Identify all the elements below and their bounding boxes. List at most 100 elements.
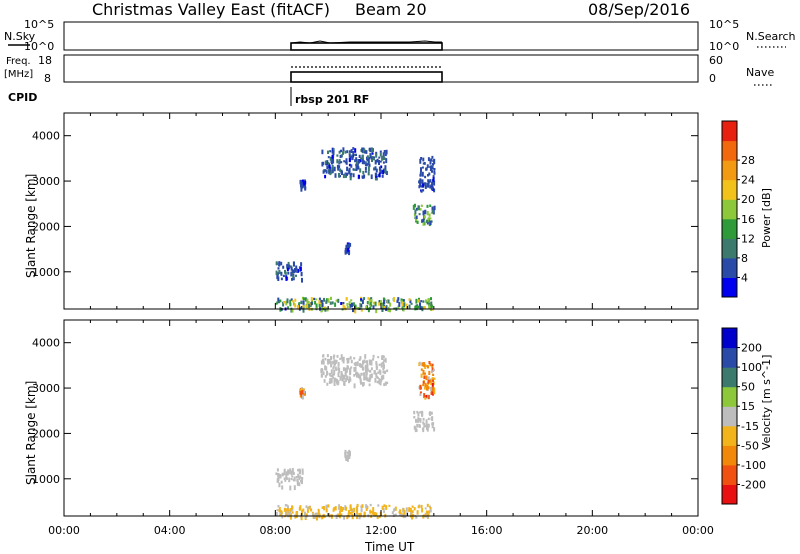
velocity-echo-cell	[399, 513, 402, 516]
velocity-echo-cell	[329, 372, 332, 377]
power-echo-cell	[432, 177, 435, 182]
power-echo-cell	[382, 302, 385, 307]
power-echo-cell	[363, 160, 366, 165]
power-echo-cell	[340, 154, 343, 158]
velocity-echo-cell	[307, 506, 309, 510]
power-echo-cell	[345, 297, 348, 301]
power-echo-cell	[325, 298, 328, 302]
power-echo-cell	[414, 209, 417, 215]
velocity-echo-cells	[275, 354, 436, 521]
velocity-plot-frame	[63, 319, 699, 517]
power-echo-cell	[381, 307, 384, 312]
power-echo-cell	[275, 270, 278, 276]
power-echo-cell	[300, 300, 303, 305]
power-echo-cell	[330, 296, 332, 300]
power-echo-cell	[373, 156, 376, 159]
velocity-echo-cell	[285, 474, 288, 479]
power-echo-cell	[430, 304, 433, 309]
velocity-echo-cell	[356, 514, 359, 520]
velocity-echo-cell	[290, 509, 292, 512]
power-echo-cell	[383, 306, 386, 309]
velocity-echo-cell	[385, 505, 388, 510]
velocity-echo-cell	[285, 471, 288, 476]
plot-title: Christmas Valley East (fitACF)	[92, 0, 330, 19]
power-echo-cell	[368, 297, 371, 302]
velocity-echo-cell	[368, 383, 371, 387]
velocity-echo-cell	[316, 515, 318, 521]
beam-label: Beam 20	[355, 0, 427, 19]
power-echo-cell	[426, 221, 429, 225]
velocity-echo-cell	[337, 380, 340, 385]
power-echo-cell	[367, 158, 370, 161]
power-echo-cell	[380, 165, 383, 169]
velocity-echo-cell	[422, 383, 425, 387]
power-echo-cell	[422, 218, 425, 223]
velocity-echo-cell	[360, 381, 362, 385]
power-echo-cell	[429, 159, 432, 165]
velocity-echo-cell	[363, 512, 366, 517]
power-echo-cell	[301, 277, 303, 283]
velocity-echo-cell	[347, 453, 350, 458]
nsky-right-tick-bottom: 10^0	[709, 40, 739, 53]
power-echo-cell	[427, 179, 430, 182]
power-echo-cell	[348, 163, 351, 167]
velocity-echo-cell	[363, 372, 366, 377]
velocity-echo-cell	[284, 479, 287, 482]
velocity-echo-cell	[432, 373, 435, 376]
velocity-echo-cell	[294, 515, 297, 519]
velocity-echo-cell	[332, 367, 335, 370]
power-echo-cell	[287, 264, 290, 268]
velocity-echo-cell	[335, 359, 338, 363]
velocity-echo-cell	[413, 416, 416, 419]
velocity-echo-cell	[358, 513, 361, 517]
velocity-echo-cell	[287, 469, 290, 474]
power-echo-cell	[383, 299, 386, 304]
power-echo-cell	[420, 189, 423, 193]
power-echo-cell	[355, 307, 358, 310]
power-echo-cell	[365, 305, 368, 310]
power-echo-cell	[408, 298, 411, 301]
velocity-echo-cell	[420, 368, 423, 371]
velocity-echo-cell	[418, 424, 421, 428]
velocity-colorbar-segment	[722, 386, 737, 407]
power-echo-cell	[419, 172, 422, 177]
power-echo-cell	[429, 185, 432, 189]
velocity-echo-cell	[375, 364, 378, 368]
power-colorbar-segment	[722, 160, 737, 181]
power-echo-cell	[366, 155, 369, 159]
power-echo-cell	[302, 179, 304, 182]
power-echo-cell	[342, 304, 345, 308]
power-echo-cell	[291, 269, 294, 274]
power-echo-cell	[348, 157, 351, 162]
velocity-echo-cell	[349, 451, 351, 456]
velocity-echo-cell	[370, 361, 373, 366]
x-axis: 00:00 04:00 08:00 12:00 16:00 20:00 00:00	[48, 524, 714, 537]
x-tick-label: 00:00	[48, 524, 80, 537]
power-echo-cell	[385, 170, 388, 175]
power-echo-cell	[348, 250, 350, 256]
velocity-echo-cell	[313, 514, 316, 519]
velocity-echo-cell	[362, 367, 364, 371]
velocity-echo-cell	[297, 473, 300, 478]
velocity-echo-cell	[327, 360, 330, 364]
date-label: 08/Sep/2016	[588, 0, 690, 19]
power-echo-cell	[314, 301, 317, 305]
power-echo-cell	[398, 301, 401, 307]
power-echo-cell	[290, 307, 293, 313]
velocity-echo-cell	[332, 360, 335, 364]
power-echo-cell	[324, 169, 327, 172]
velocity-echo-cell	[304, 515, 307, 519]
velocity-echo-cell	[359, 375, 362, 380]
power-echo-cell	[352, 150, 355, 154]
velocity-echo-cell	[332, 376, 335, 379]
velocity-echo-cell	[391, 511, 394, 515]
power-echo-cell	[331, 301, 334, 305]
power-echo-cell	[360, 298, 363, 301]
velocity-echo-cell	[419, 384, 422, 390]
power-echo-cell	[419, 178, 422, 181]
velocity-echo-cell	[355, 372, 357, 376]
power-echo-cell	[292, 277, 295, 281]
velocity-echo-cell	[279, 511, 282, 516]
velocity-echo-cell	[283, 507, 286, 512]
velocity-echo-cell	[285, 511, 288, 516]
